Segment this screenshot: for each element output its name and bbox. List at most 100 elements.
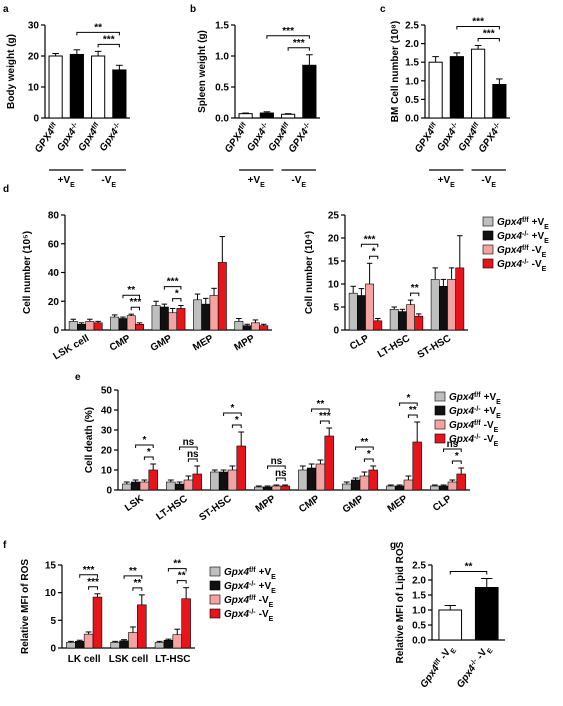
y-axis-label: Body weight (g): [6, 34, 17, 109]
significance-label: *: [142, 435, 146, 446]
significance-label: *: [367, 449, 371, 460]
label-part: f/f: [474, 392, 481, 399]
x-tick-label: CMP: [297, 493, 322, 515]
legend-label: Gpx4-/- +VE: [449, 406, 501, 420]
y-tick-label: 2.0: [405, 39, 419, 50]
x-tick-label: CLP: [431, 493, 454, 514]
error-bar: [76, 639, 83, 642]
y-tick-label: 2.5: [412, 561, 426, 572]
label-part: -V: [291, 175, 301, 186]
y-tick-label: 0.0: [215, 114, 229, 125]
y-axis-label: Cell death (%): [84, 407, 95, 473]
error-bar: [361, 471, 368, 476]
error-bar: [87, 318, 93, 322]
bar: [368, 469, 378, 491]
label-part: +V: [484, 406, 497, 417]
error-bar: [194, 293, 201, 300]
bar: [192, 473, 202, 491]
significance-label: ***: [319, 411, 331, 422]
bar: [474, 587, 499, 641]
label-part: Gpx4: [449, 392, 474, 403]
group-label: +VE: [58, 175, 76, 189]
legend-label: Gpx4-/- -VE: [449, 434, 499, 448]
bar: [298, 469, 308, 491]
y-tick-label: 20: [28, 52, 40, 63]
significance-label: ***: [130, 297, 142, 308]
label-part: Gpx4: [435, 126, 459, 153]
label-part: -/-: [522, 231, 529, 238]
bar: [406, 304, 415, 331]
x-tick-label: CMP: [108, 333, 133, 354]
legend-label: Gpx4-/- +VE: [497, 231, 549, 245]
bar: [126, 315, 136, 331]
significance-bracket: [172, 298, 182, 302]
bar: [389, 308, 399, 331]
error-bar: [219, 236, 226, 263]
significance-label: **: [465, 562, 473, 573]
error-bar: [67, 640, 74, 643]
bar: [302, 64, 317, 119]
panel-letter: e: [75, 372, 81, 383]
bar: [176, 308, 186, 331]
error-bar: [458, 467, 465, 474]
bar: [251, 322, 260, 331]
error-bar: [370, 465, 377, 470]
bar: [128, 632, 138, 649]
significance-bracket: [167, 568, 187, 572]
legend-label: Gpx4f/f +VE: [224, 567, 276, 581]
significance-bracket: [135, 444, 154, 448]
bar: [259, 112, 274, 119]
label-part: +V: [532, 231, 545, 242]
significance-label: *: [235, 415, 239, 426]
error-bar: [431, 484, 438, 486]
x-tick-label: LSK: [123, 493, 146, 514]
label-part: E: [494, 427, 499, 434]
y-tick-label: 15: [328, 257, 340, 268]
group-label: +VE: [438, 175, 456, 189]
error-bar: [391, 306, 397, 310]
legend-swatch: [482, 216, 494, 227]
bar: [66, 642, 76, 649]
y-tick-label: 1.5: [412, 591, 426, 602]
group-label: -VE: [481, 175, 496, 189]
label-part: Gpx4: [55, 126, 79, 153]
error-bar: [399, 308, 406, 312]
error-bar: [449, 479, 456, 482]
significance-label: *: [175, 289, 179, 300]
label-part: -V: [532, 259, 542, 270]
label-part: E: [260, 182, 265, 189]
label-part: Gpx4: [449, 420, 474, 431]
bar: [403, 479, 414, 491]
label-part: f/f: [280, 121, 290, 131]
legend-swatch: [209, 580, 221, 591]
significance-label: **: [127, 285, 135, 296]
error-bar: [440, 278, 447, 287]
y-tick-label: 0: [53, 326, 59, 337]
significance-bracket: [132, 587, 143, 591]
label-part: E: [542, 252, 547, 259]
label-part: E: [486, 647, 495, 655]
error-bar: [73, 49, 81, 55]
y-axis-label: Relative MFI of Lipid ROS: [395, 541, 406, 663]
error-bar: [121, 639, 128, 641]
bar: [492, 84, 507, 119]
significance-bracket: [399, 402, 418, 406]
bar: [234, 321, 244, 331]
error-bar: [252, 319, 259, 323]
y-tick-label: 20: [101, 446, 113, 457]
error-bar: [153, 300, 159, 306]
bar: [210, 471, 220, 491]
bar: [75, 641, 85, 649]
label-part: GPX4: [223, 126, 248, 155]
significance-label: ***: [87, 577, 99, 588]
error-bar: [326, 427, 333, 436]
y-tick-label: 0.0: [405, 114, 419, 125]
y-tick-label: 0: [33, 114, 39, 125]
bar: [259, 325, 269, 331]
bar: [281, 113, 296, 119]
legend-label: Gpx4f/f -VE: [449, 420, 499, 434]
error-bar: [299, 465, 306, 470]
label-part: Gpx4: [224, 567, 249, 578]
y-tick-label: 2.5: [405, 21, 419, 32]
x-tick-label: GPX4-/-: [476, 121, 505, 155]
